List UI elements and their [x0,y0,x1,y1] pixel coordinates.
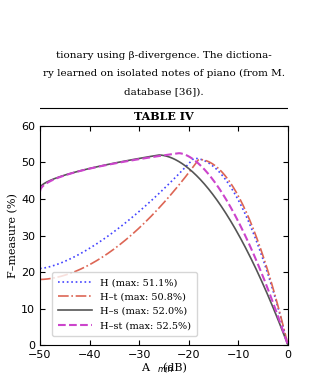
X-axis label: A    (dB): A (dB) [141,363,187,373]
Legend: H (max: 51.1%), H–t (max: 50.8%), H–s (max: 52.0%), H–st (max: 52.5%): H (max: 51.1%), H–t (max: 50.8%), H–s (m… [52,272,197,336]
Text: min: min [158,365,173,374]
Y-axis label: F–measure (%): F–measure (%) [8,193,18,278]
Text: database [36]).: database [36]). [124,87,204,96]
Text: TABLE IV: TABLE IV [134,111,194,123]
Text: PROPOSED AND REFERENCE ALGORITHMS.: PROPOSED AND REFERENCE ALGORITHMS. [48,127,280,136]
Text: ry learned on isolated notes of piano (from M.: ry learned on isolated notes of piano (f… [43,69,285,78]
Text: tionary using β-divergence. The dictiona-: tionary using β-divergence. The dictiona… [56,50,272,59]
